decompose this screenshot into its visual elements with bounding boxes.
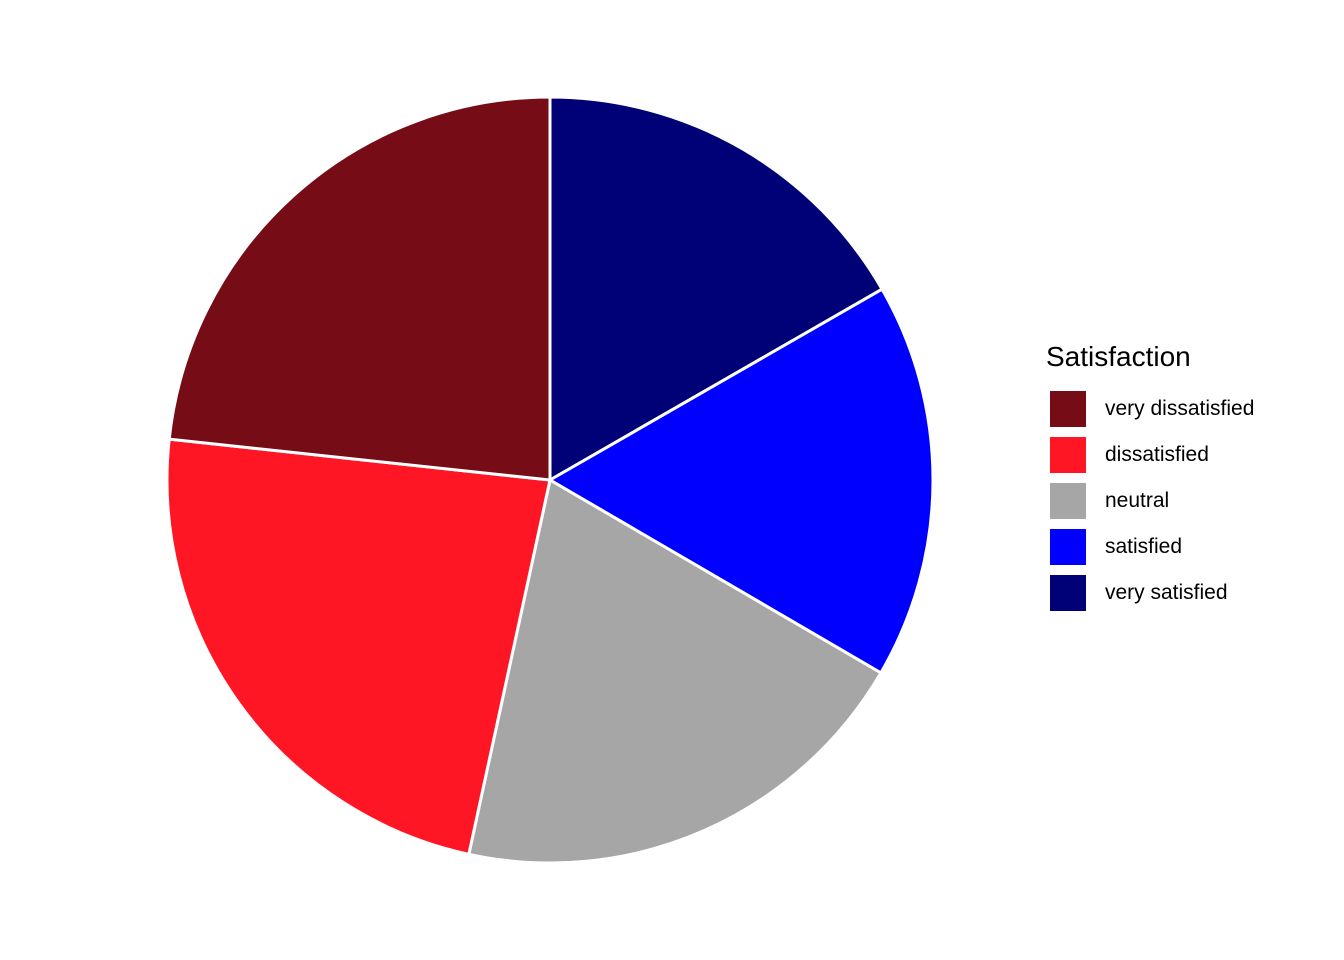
legend-label-dissatisfied: dissatisfied xyxy=(1105,443,1209,466)
legend-label-satisfied: satisfied xyxy=(1105,535,1183,558)
pie-slice-very-dissatisfied xyxy=(167,95,552,482)
legend-title: Satisfaction xyxy=(1046,341,1191,372)
legend-item-very-dissatisfied: very dissatisfied xyxy=(1046,386,1254,432)
legend-item-neutral: neutral xyxy=(1046,478,1254,524)
legend-key-very-dissatisfied xyxy=(1049,390,1087,428)
legend-key-very-satisfied xyxy=(1049,574,1087,612)
pie-slice-satisfied xyxy=(548,287,935,675)
legend-item-dissatisfied: dissatisfied xyxy=(1046,432,1254,478)
pie-slice-very-satisfied xyxy=(548,95,884,482)
legend-label-very-satisfied: very satisfied xyxy=(1105,581,1228,604)
legend-key-dissatisfied xyxy=(1049,436,1087,474)
legend-label-neutral: neutral xyxy=(1105,489,1170,512)
legend-key-neutral xyxy=(1049,482,1087,520)
legend-key-satisfied xyxy=(1049,528,1087,566)
legend-label-very-dissatisfied: very dissatisfied xyxy=(1105,397,1255,420)
pie-slices xyxy=(165,95,935,865)
legend-item-satisfied: satisfied xyxy=(1046,524,1254,570)
pie-slice-neutral xyxy=(467,478,883,865)
legend: Satisfaction very dissatisfied dissatisf… xyxy=(1046,340,1254,616)
legend-item-very-satisfied: very satisfied xyxy=(1046,570,1254,616)
pie-slice-dissatisfied xyxy=(165,437,552,856)
